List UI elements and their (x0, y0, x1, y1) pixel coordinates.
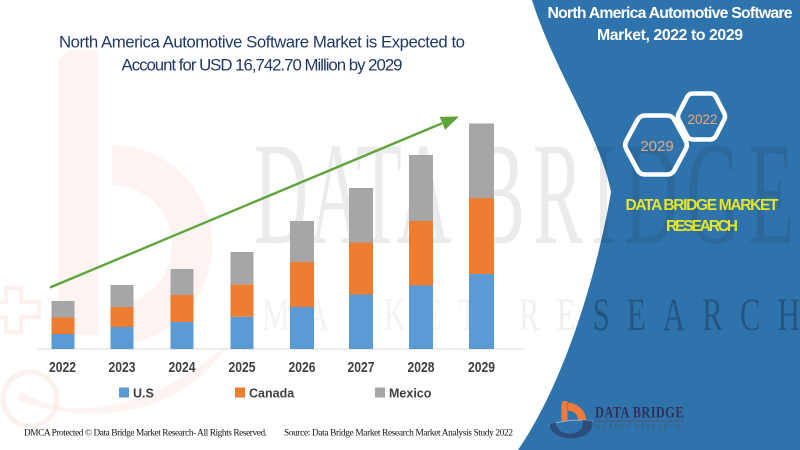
svg-text:DATA BRIDGE MARKET: DATA BRIDGE MARKET (626, 197, 780, 214)
svg-text:U.S: U.S (133, 387, 154, 401)
svg-text:Account for USD 16,742.70 Mill: Account for USD 16,742.70 Million by 202… (122, 56, 403, 75)
svg-text:DATA BRIDGE: DATA BRIDGE (595, 405, 684, 422)
svg-text:RESEARCH: RESEARCH (666, 218, 738, 235)
svg-text:2027: 2027 (348, 359, 375, 376)
svg-text:2028: 2028 (408, 359, 435, 376)
svg-text:2022: 2022 (687, 112, 717, 127)
svg-text:DMCA Protected © Data Bridge M: DMCA Protected © Data Bridge Market Rese… (24, 428, 267, 439)
svg-text:2022: 2022 (49, 359, 76, 376)
svg-text:2029: 2029 (468, 359, 495, 376)
svg-text:2023: 2023 (109, 359, 136, 376)
svg-text:Source: Data Bridge Market Res: Source: Data Bridge Market Research Mark… (284, 429, 513, 439)
svg-text:Market, 2022 to 2029: Market, 2022 to 2029 (597, 27, 743, 44)
svg-text:Canada: Canada (249, 387, 295, 401)
svg-text:2026: 2026 (289, 359, 316, 376)
svg-text:North America Automotive Softw: North America Automotive Software Market… (59, 33, 465, 52)
svg-text:2025: 2025 (229, 359, 256, 376)
svg-text:2029: 2029 (640, 138, 673, 155)
svg-text:MARKET RESEARCH: MARKET RESEARCH (595, 425, 683, 431)
svg-text:Mexico: Mexico (389, 387, 432, 401)
svg-text:2024: 2024 (169, 359, 197, 376)
svg-text:North America Automotive Softw: North America Automotive Software (548, 5, 793, 22)
